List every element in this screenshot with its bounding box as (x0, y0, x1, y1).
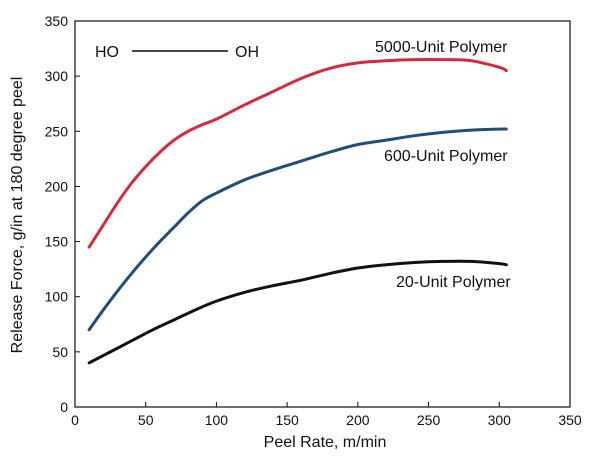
formula-right-text: OH (235, 44, 259, 61)
x-tick-label: 300 (488, 412, 512, 428)
labels: 0 50 100 150 200 250 300 350 0 50 100 150 200 250 300 3… (45, 13, 582, 428)
y-tick-label: 350 (45, 13, 69, 29)
y-tick-label: 0 (60, 399, 68, 415)
y-axis-title: Release Force, g/in at 180 degree peel (9, 77, 26, 354)
y-tick-label: 100 (45, 289, 69, 305)
x-tick-label: 250 (417, 412, 441, 428)
axes (74, 20, 571, 408)
formula-annotation: HO OH (95, 44, 259, 61)
y-tick-label: 250 (45, 123, 69, 139)
series-line-0 (87, 57, 508, 249)
y-tick-label: 150 (45, 234, 69, 250)
y-tick-label: 200 (45, 178, 69, 194)
x-tick-label: 150 (275, 412, 299, 428)
x-axis-title: Peel Rate, m/min (264, 434, 387, 451)
series-label-600: 600-Unit Polymer (384, 148, 508, 165)
plot-frame (74, 20, 571, 408)
x-tick-label: 200 (346, 412, 370, 428)
y-tick-label: 300 (45, 68, 69, 84)
x-tick-label: 100 (205, 412, 229, 428)
y-tick-label: 50 (52, 344, 68, 360)
series-label-5000: 5000-Unit Polymer (375, 39, 508, 56)
series-lines (87, 57, 508, 365)
x-tick-label: 50 (138, 412, 154, 428)
series-label-20: 20-Unit Polymer (396, 274, 511, 291)
formula-left-text: HO (95, 44, 119, 61)
series-line-1 (87, 127, 508, 332)
series-line-2 (87, 259, 508, 365)
x-tick-label: 0 (71, 412, 79, 428)
tick-marks (74, 20, 571, 408)
x-tick-label: 350 (558, 412, 582, 428)
